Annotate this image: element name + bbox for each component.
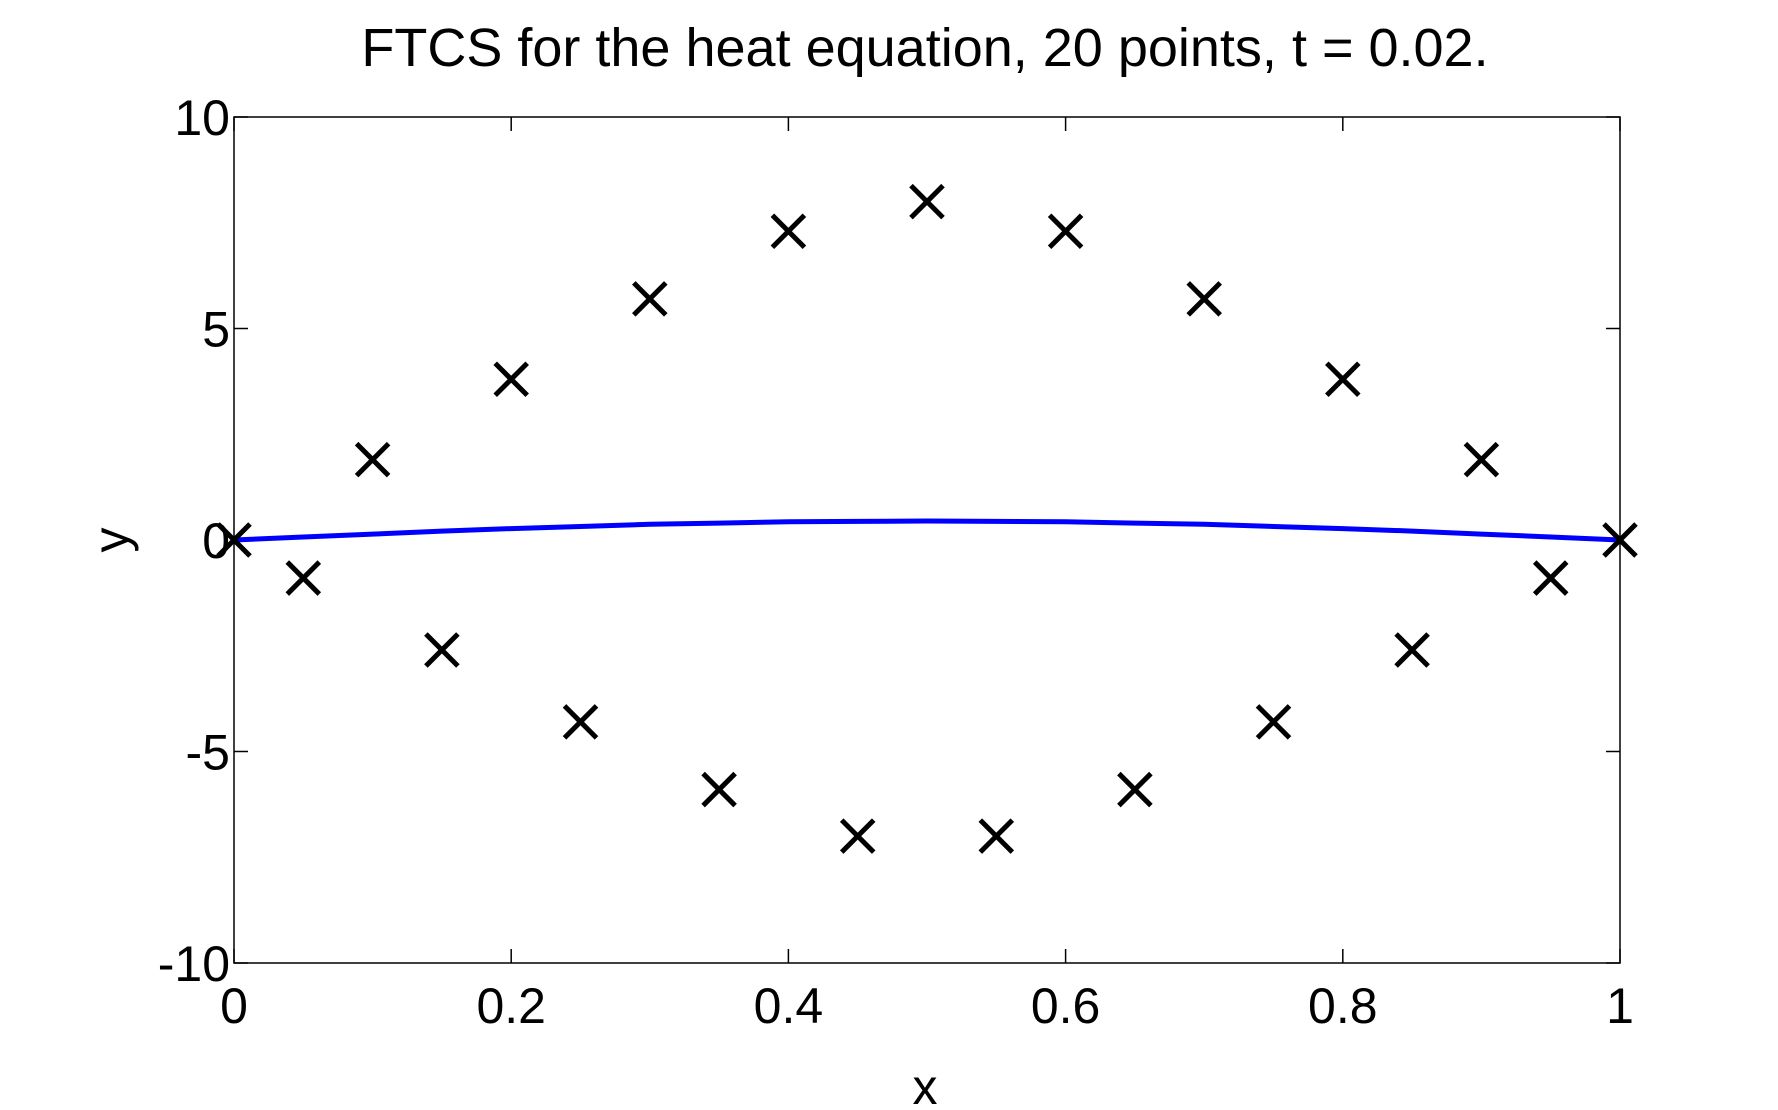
data-point-x-marker	[354, 441, 391, 478]
data-point-x-marker	[632, 281, 668, 317]
data-point-x-marker	[770, 213, 807, 249]
x-axis-label: x	[913, 1059, 938, 1110]
data-point-x-marker	[978, 818, 1015, 854]
y-tick-label: 0	[202, 513, 230, 569]
chart-title: FTCS for the heat equation, 20 points, t…	[361, 18, 1488, 78]
data-point-x-marker	[1117, 771, 1153, 808]
y-tick-label: -10	[158, 936, 230, 992]
plot-area	[216, 116, 1638, 964]
data-point-x-marker	[1255, 704, 1292, 740]
y-tick-label: 5	[202, 302, 230, 358]
x-tick-label: 0.6	[1031, 978, 1101, 1034]
data-point-x-marker	[1325, 361, 1361, 398]
x-axis-ticks	[233, 117, 1621, 963]
data-point-x-marker	[562, 704, 599, 740]
data-point-x-marker	[1186, 281, 1222, 317]
data-point-x-marker	[1602, 522, 1638, 558]
x-tick-label: 0.2	[476, 978, 546, 1034]
data-point-x-marker	[1394, 632, 1430, 668]
x-axis-tick-labels: 0 0.2 0.4 0.6 0.8 1	[220, 978, 1634, 1034]
x-tick-label: 1	[1606, 978, 1634, 1034]
series-line	[231, 518, 1623, 543]
x-tick-label: 0	[220, 978, 248, 1034]
data-point-x-marker	[493, 361, 529, 398]
axes-frame	[233, 116, 1621, 964]
data-point-x-marker	[424, 632, 460, 668]
x-tick-label: 0.4	[754, 978, 824, 1034]
data-point-x-marker	[1463, 441, 1500, 478]
y-axis-label: y	[83, 528, 139, 553]
y-tick-label: -5	[186, 725, 230, 781]
data-point-x-marker	[1047, 213, 1084, 249]
data-point-x-marker	[701, 771, 737, 808]
x-tick-label: 0.8	[1308, 978, 1378, 1034]
y-axis-tick-labels: -10 -5 0 5 10	[158, 90, 230, 992]
data-point-x-marker	[1532, 560, 1569, 596]
data-point-x-marker	[216, 522, 252, 558]
y-tick-label: 10	[174, 90, 230, 146]
data-point-x-marker	[285, 560, 322, 596]
data-point-x-marker	[839, 818, 876, 854]
series-layer	[216, 183, 1638, 854]
data-point-x-marker	[909, 183, 945, 220]
